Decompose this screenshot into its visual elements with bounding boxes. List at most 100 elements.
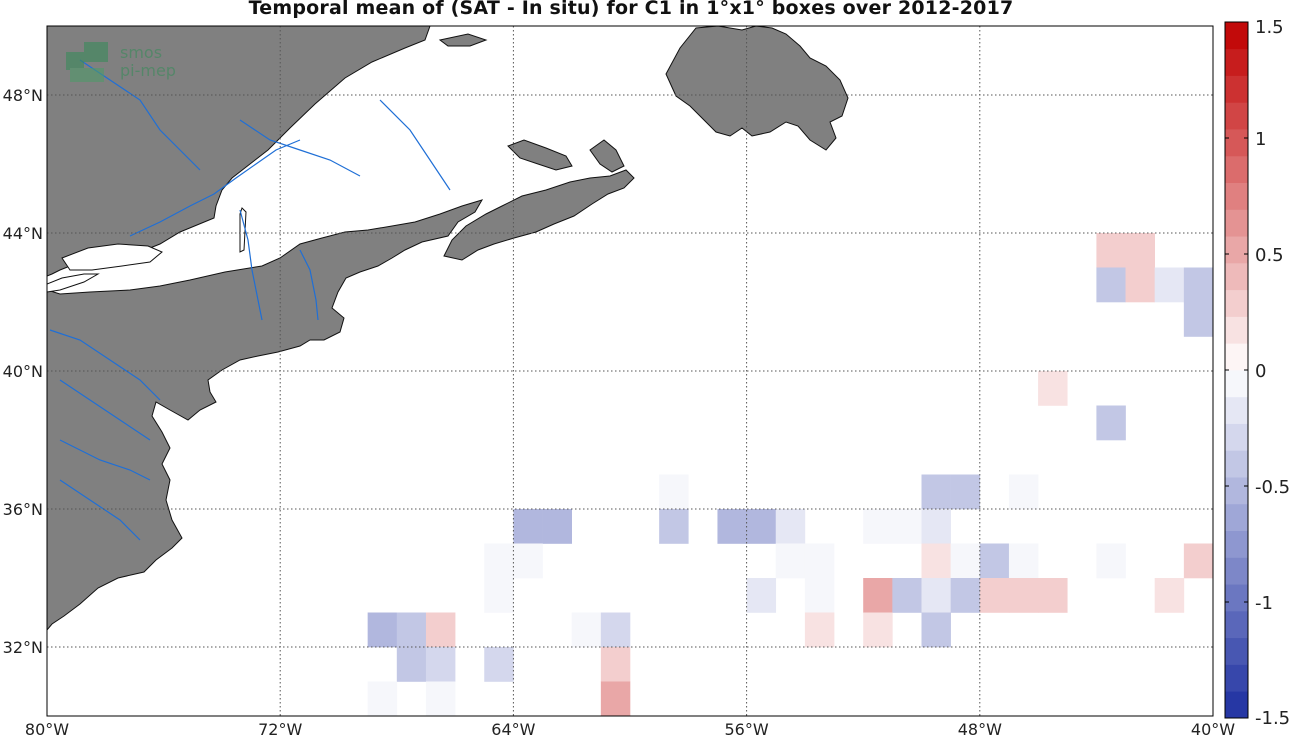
heatmap-cell [1183, 267, 1213, 303]
heatmap-cell [600, 681, 631, 716]
colorbar-tick-label: 0 [1255, 361, 1266, 382]
colorbar-swatch [1225, 209, 1248, 237]
colorbar-tick-label: -0.5 [1255, 477, 1290, 498]
heatmap-cell [367, 681, 398, 716]
colorbar-swatch [1225, 477, 1248, 505]
colorbar-swatch [1225, 557, 1248, 585]
colorbar-swatch [1225, 48, 1248, 76]
heatmap-cell [600, 647, 631, 682]
heatmap-cell [571, 612, 602, 648]
heatmap-cell [775, 543, 806, 579]
colorbar [1224, 21, 1249, 719]
colorbar-tick-label: 1.5 [1255, 17, 1284, 38]
colorbar-swatch [1225, 396, 1248, 424]
anticosti-land [438, 33, 488, 47]
heatmap-cell [775, 509, 806, 544]
heatmap-cell [1096, 405, 1126, 441]
heatmap-cell [1154, 267, 1185, 303]
heatmap-cell [804, 612, 835, 648]
colorbar-swatch [1225, 370, 1248, 398]
lake-ontario [61, 243, 163, 271]
heatmap-cell [425, 612, 456, 648]
north-america-land [47, 26, 484, 631]
heatmap-cell [950, 578, 981, 613]
colorbar-swatch [1225, 503, 1248, 532]
colorbar-swatch [1225, 155, 1248, 184]
lat-tick-label: 36°N [3, 500, 43, 519]
heatmap-cell [367, 612, 398, 648]
colorbar-tick-label: -1 [1255, 593, 1273, 614]
heatmap-cell [921, 578, 951, 613]
lat-tick-label: 44°N [3, 224, 43, 243]
lon-tick-label: 80°W [25, 720, 69, 738]
heatmap-cell [425, 647, 456, 682]
logo-line2: pi-mep [120, 61, 176, 80]
heatmap-cell [425, 681, 456, 716]
cape-breton-land [589, 139, 625, 173]
heatmap-cell [484, 543, 514, 579]
rivers [49, 59, 451, 541]
heatmap-cell [746, 578, 777, 613]
lon-tick-label: 56°W [725, 720, 769, 738]
heatmap-cell [542, 509, 572, 544]
heatmap-cell [659, 474, 689, 510]
smos-pimep-logo: smos pi-mep [66, 42, 176, 82]
heatmap-cell [484, 647, 514, 682]
heatmap-cell [892, 578, 922, 613]
heatmap-cell [1096, 543, 1126, 579]
heatmap-cell [659, 509, 689, 544]
heatmap-cell [513, 543, 543, 579]
heatmap-cell [804, 578, 835, 613]
heatmap-cell [572, 716, 601, 738]
heatmap-cell [1125, 267, 1155, 303]
heatmap-cell [1096, 267, 1126, 303]
colorbar-swatch [1225, 343, 1248, 371]
heatmap-cell [1183, 543, 1213, 579]
map-area: smos pi-mep [47, 26, 1213, 738]
colorbar-swatch [1225, 22, 1248, 50]
heatmap-cell [1125, 233, 1155, 268]
newfoundland-land [665, 26, 849, 151]
lon-tick-label: 72°W [258, 720, 302, 738]
pei-land [507, 139, 573, 171]
heatmap-cell [950, 474, 981, 510]
heatmap-cell [1096, 233, 1126, 268]
heatmap-cell [1008, 474, 1039, 510]
heatmap-cell [600, 612, 631, 648]
colorbar-swatch [1225, 450, 1248, 478]
heatmap-cells [367, 233, 1213, 738]
colorbar-tick-label: 0.5 [1255, 245, 1284, 266]
lat-tick-label: 32°N [3, 638, 43, 657]
heatmap-cell [1154, 578, 1185, 613]
grid-lines [47, 26, 1213, 716]
colorbar-swatch [1225, 182, 1248, 210]
heatmap-cell [804, 543, 835, 579]
colorbar-swatch [1225, 316, 1248, 344]
colorbar-tick-label: 1 [1255, 129, 1266, 150]
colorbar-swatch [1225, 664, 1248, 692]
chart-title: Temporal mean of (SAT - In situ) for C1 … [248, 0, 1014, 19]
lon-tick-label: 40°W [1191, 720, 1235, 738]
colorbar-swatch [1225, 75, 1248, 103]
heatmap-cell [921, 543, 951, 579]
axis-labels: 80°W 72°W 64°W 56°W 48°W 40°W 32°N 36°N 40°N 44°N… [3, 86, 1236, 738]
colorbar-swatch [1225, 530, 1248, 558]
lat-tick-label: 48°N [3, 86, 43, 105]
colorbar-swatch [1225, 102, 1248, 130]
colorbar-swatch [1225, 637, 1248, 665]
heatmap-cell [863, 509, 893, 544]
heatmap-cell [543, 716, 572, 738]
heatmap-cell [1008, 543, 1039, 579]
heatmap-cell [892, 509, 922, 544]
heatmap-cell [979, 543, 1010, 579]
lat-tick-label: 40°N [3, 362, 43, 381]
lon-tick-label: 64°W [491, 720, 535, 738]
lon-tick-label: 48°W [958, 720, 1002, 738]
heatmap-cell [426, 716, 455, 738]
colorbar-swatch [1225, 423, 1248, 451]
heatmap-cell [921, 509, 951, 544]
nova-scotia-land [443, 169, 635, 261]
heatmap-cell [921, 612, 951, 648]
heatmap-cell [979, 578, 1010, 613]
